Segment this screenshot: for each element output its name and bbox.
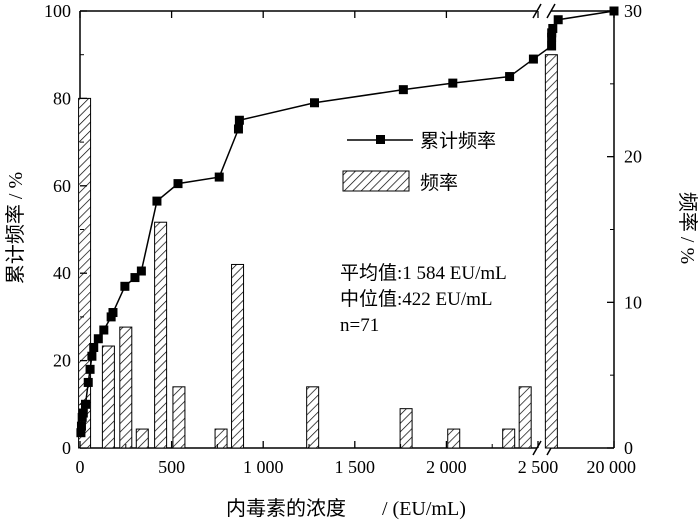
axis-break-mark [546,3,556,19]
stats-n: n=71 [340,315,379,336]
cumulative-point [173,179,183,189]
x-tick-label: 20 000 [587,457,637,477]
frequency-bars [78,54,558,449]
y-axis-right-title: 频率 / % [676,192,699,264]
legend-hatch-sample [342,170,410,192]
cumulative-point [130,273,140,283]
legend-cumulative-label: 累计频率 [420,130,496,152]
cumulative-point [553,15,563,25]
cumulative-point [76,428,86,438]
frequency-bar [544,54,558,449]
left-tick-label: 20 [53,351,71,371]
cumulative-point [93,334,103,344]
cumulative-point [505,72,515,82]
cumulative-point [528,54,538,64]
x-tick-label: 0 [76,457,85,477]
stats-box: 平均值:1 584 EU/mL 中位值:422 EU/mL n=71 [340,262,507,336]
x-tick-label: 2 500 [518,457,559,477]
frequency-bar [231,263,245,449]
stats-median: 中位值:422 EU/mL [340,288,493,310]
frequency-bar [101,345,115,449]
cumulative-point [136,266,146,276]
cumulative-point [398,85,408,95]
frequency-bar [214,428,228,449]
frequency-bar [306,386,320,449]
frequency-bar [399,408,413,449]
frequency-bar [502,428,516,449]
x-tick-label: 2 000 [426,457,467,477]
right-tick-label: 10 [624,292,642,312]
frequency-bar [135,428,149,449]
left-tick-label: 80 [53,88,71,108]
frequency-bar [447,428,461,449]
x-axis-title: 内毒素的浓度 [226,497,346,520]
cumulative-point [99,325,109,335]
cumulative-point [83,377,93,387]
cumulative-point [120,281,130,291]
frequency-bar [119,326,133,449]
cumulative-point [76,421,86,431]
cumulative-point [152,196,162,206]
cumulative-point [87,351,97,361]
cumulative-point [108,308,118,318]
x-tick-label: 500 [158,457,185,477]
cumulative-point [548,23,558,33]
x-tick-label: 1 500 [335,457,376,477]
cumulative-point [234,115,244,125]
cumulative-point [309,98,319,108]
stats-mean: 平均值:1 584 EU/mL [340,262,507,284]
left-tick-label: 100 [44,1,71,21]
right-tick-label: 30 [624,1,642,21]
cumulative-point [448,78,458,88]
x-tick-label: 1 000 [243,457,284,477]
axis-break-mark [532,3,542,19]
cumulative-point [547,41,557,51]
cumulative-point [78,408,88,418]
cumulative-point [89,342,99,352]
cumulative-point [80,399,90,409]
legend-frequency-label: 频率 [420,172,458,194]
x-axis-unit: / (EU/mL) [382,498,466,520]
cumulative-point [233,124,243,134]
axis-break-mark [532,440,542,456]
right-tick-label: 0 [624,438,633,458]
cumulative-point [214,172,224,182]
legend: 累计频率 频率 [342,130,496,194]
y-axis-left-title: 累计频率 / % [4,172,27,284]
left-tick-label: 0 [62,438,71,458]
legend-marker-sample [376,135,385,144]
right-tick-label: 20 [624,147,642,167]
cumulative-point [85,364,95,374]
left-tick-label: 60 [53,176,71,196]
frequency-bar [518,386,532,449]
frequency-bar [154,221,168,449]
frequency-bar [172,386,186,449]
left-tick-label: 40 [53,263,71,283]
